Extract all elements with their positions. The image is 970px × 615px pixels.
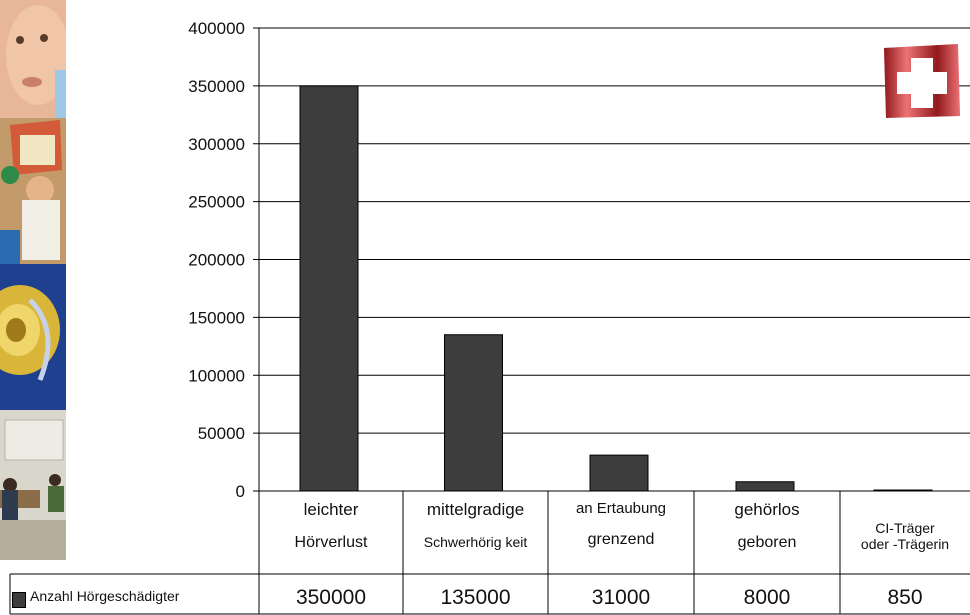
table-value: 850: [887, 586, 923, 609]
data-table-grid: [9, 28, 970, 615]
photo-collage: [0, 0, 70, 560]
y-axis-ticks: 0 50000 100000 150000 200000 250000 300000 3500…: [188, 19, 259, 501]
table-value: 350000: [295, 586, 367, 609]
y-tick-label: 150000: [188, 308, 245, 327]
table-value: 8000: [743, 586, 791, 609]
x-category-label: gehörlos geboren: [734, 500, 800, 551]
x-category-label: mittelgradige Schwerhörig keit: [423, 500, 528, 550]
table-value: 135000: [440, 586, 511, 609]
gridlines: [259, 27, 970, 434]
y-tick-label: 0: [236, 482, 245, 501]
photo-strip: [0, 0, 70, 560]
y-tick-label: 400000: [188, 19, 245, 38]
y-tick-label: 50000: [198, 424, 245, 443]
y-tick-label: 350000: [188, 77, 245, 96]
x-category-label: leichter Hörverlust: [294, 500, 368, 551]
y-tick-label: 300000: [188, 135, 245, 154]
legend-swatch: [12, 592, 26, 608]
y-tick-label: 200000: [188, 251, 245, 270]
bars: [299, 85, 933, 492]
table-value: 31000: [591, 586, 651, 609]
bar: [299, 85, 359, 492]
x-category-label: CI-Träger oder -Trägerin: [860, 520, 950, 552]
bar: [735, 481, 795, 492]
bar: [444, 334, 503, 492]
x-category-label: an Ertaubung grenzend: [575, 500, 667, 548]
swiss-flag-icon: [884, 44, 960, 118]
y-tick-label: 100000: [188, 366, 245, 385]
legend: Anzahl Hörgeschädigter: [10, 574, 259, 614]
y-tick-label: 250000: [188, 193, 245, 212]
legend-label: Anzahl Hörgeschädigter: [30, 588, 180, 604]
bar: [589, 454, 649, 492]
